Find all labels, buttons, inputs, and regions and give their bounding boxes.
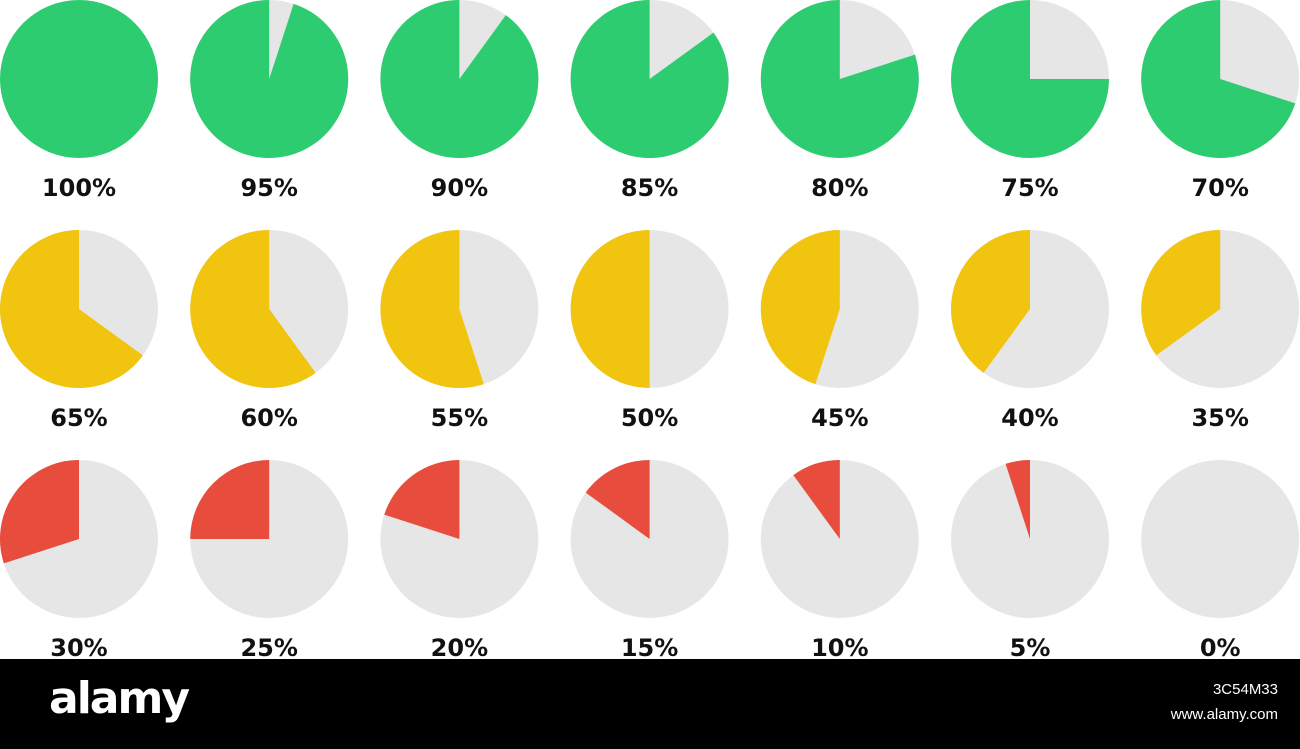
watermark-url: www.alamy.com <box>1170 706 1278 723</box>
percent-label: 35% <box>1191 404 1248 432</box>
pie-slice <box>190 0 349 158</box>
pie-chart: 85% <box>570 0 729 202</box>
pie-slice <box>190 230 316 389</box>
pie-chart: 30% <box>0 460 158 659</box>
pie-chart: 10% <box>760 460 919 659</box>
pie-slice <box>384 460 460 539</box>
percent-label: 75% <box>1001 174 1058 202</box>
watermark-footer: alamy 3C54M33 www.alamy.com <box>0 659 1300 749</box>
pie-slice <box>760 230 840 385</box>
pie-chart: 20% <box>380 460 539 659</box>
image-id: 3C54M33 <box>1212 681 1278 698</box>
percent-label: 95% <box>240 174 297 202</box>
percent-label: 25% <box>240 634 297 659</box>
pie-slice <box>0 460 79 564</box>
pie-chart: 75% <box>951 0 1109 202</box>
percent-label: 10% <box>811 634 868 659</box>
percent-label: 15% <box>621 634 678 659</box>
percent-label: 70% <box>1191 174 1248 202</box>
pie-chart: 25% <box>190 460 349 659</box>
alamy-logo: alamy <box>49 673 190 724</box>
pie-chart: 0% <box>1141 460 1300 659</box>
pie-chart-grid: 100% 95% 90% 85% 80% 75% 70% 65% 60% 55% 50% 45% 40%… <box>0 0 1300 659</box>
pie-slice <box>760 0 919 158</box>
pie-slice <box>951 0 1109 158</box>
pie-chart: 70% <box>1141 0 1300 202</box>
pie-slice <box>0 0 158 158</box>
pie-remainder <box>1141 460 1300 618</box>
pie-chart: 40% <box>951 230 1109 432</box>
pie-slice <box>380 230 484 389</box>
percent-label: 5% <box>1010 634 1051 659</box>
pie-chart: 35% <box>1141 230 1300 432</box>
pie-slice <box>570 0 729 158</box>
pie-chart: 100% <box>0 0 158 202</box>
percent-label: 80% <box>811 174 868 202</box>
pie-chart: 50% <box>570 230 729 432</box>
pie-chart: 5% <box>951 460 1109 659</box>
percent-label: 85% <box>621 174 678 202</box>
pie-chart: 90% <box>380 0 539 202</box>
percent-label: 45% <box>811 404 868 432</box>
percent-label: 55% <box>431 404 488 432</box>
percent-label: 40% <box>1001 404 1058 432</box>
pie-slice <box>1141 0 1296 158</box>
pie-chart: 80% <box>760 0 919 202</box>
pie-slice <box>190 460 270 539</box>
pie-slice <box>380 0 539 158</box>
pie-slice <box>1005 460 1030 539</box>
percent-label: 100% <box>42 174 116 202</box>
pie-slice <box>951 230 1030 373</box>
percent-label: 30% <box>50 634 107 659</box>
pie-slice <box>0 230 143 388</box>
pie-chart: 55% <box>380 230 539 432</box>
percent-label: 65% <box>50 404 107 432</box>
pie-chart: 95% <box>190 0 349 202</box>
pie-chart: 45% <box>760 230 919 432</box>
pie-slice <box>1141 230 1221 356</box>
percent-label: 0% <box>1200 634 1241 659</box>
pie-slice <box>585 460 650 539</box>
pie-charts-svg: 100% 95% 90% 85% 80% 75% 70% 65% 60% 55% 50% 45% 40%… <box>0 0 1300 659</box>
pie-chart: 60% <box>190 230 349 432</box>
pie-chart: 15% <box>570 460 729 659</box>
pie-chart: 65% <box>0 230 158 432</box>
pie-slice <box>570 230 650 388</box>
percent-label: 50% <box>621 404 678 432</box>
percent-label: 90% <box>431 174 488 202</box>
percent-label: 60% <box>240 404 297 432</box>
pie-slice <box>793 460 840 539</box>
percent-label: 20% <box>431 634 488 659</box>
